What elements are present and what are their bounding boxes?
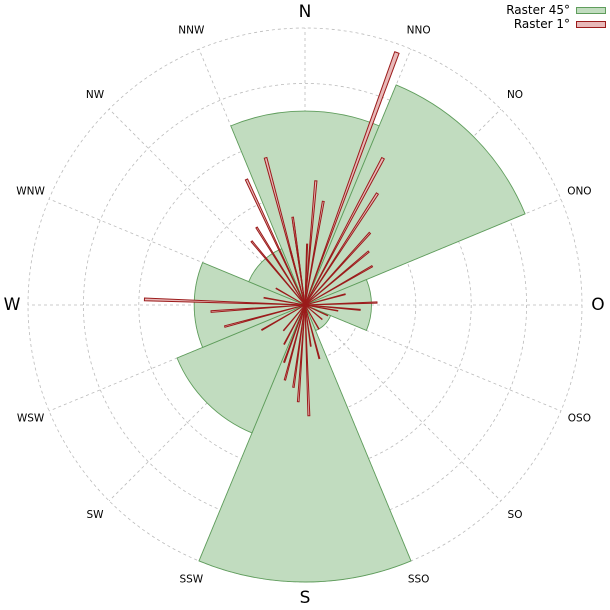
rose-bin-1 [304, 180, 318, 306]
legend-item-raster-1: Raster 1° [506, 17, 606, 31]
rose-bin-1 [289, 250, 306, 306]
grid-spoke [304, 304, 562, 412]
rose-bin-1 [263, 296, 306, 306]
rose-bin-1 [304, 304, 311, 417]
rose-bin-1 [296, 304, 306, 403]
rose-bin-1 [292, 304, 306, 388]
legend-label: Raster 45° [506, 3, 570, 17]
rose-bin-1 [283, 304, 306, 364]
rose-bin-45 [248, 248, 306, 306]
direction-label: NNO [407, 25, 431, 37]
direction-label: SW [86, 509, 104, 521]
rose-bin-1 [304, 192, 380, 306]
rose-bin-1 [304, 51, 400, 306]
rose-bin-1 [283, 304, 306, 381]
rose-bin-1 [304, 304, 329, 317]
direction-label: S [300, 588, 311, 608]
legend-label: Raster 1° [513, 17, 570, 31]
rose-bin-1 [304, 200, 325, 306]
rose-bin-1 [304, 304, 321, 360]
direction-label: WSW [17, 413, 45, 425]
rose-bin-1 [260, 304, 306, 331]
grid-spoke [48, 198, 306, 306]
rose-bin-1 [304, 264, 374, 306]
rose-bin-45 [198, 303, 412, 583]
direction-label: NO [507, 89, 523, 101]
rose-bin-1 [255, 226, 306, 306]
rose-bin-1 [304, 304, 312, 347]
legend-item-raster-45: Raster 45° [506, 3, 606, 17]
legend-swatch [576, 20, 606, 28]
direction-label: WNW [16, 185, 45, 197]
direction-label: NNW [178, 25, 205, 37]
rose-bin-1 [304, 301, 378, 306]
rose-bin-1 [304, 293, 346, 306]
grid-ring [82, 82, 528, 528]
rose-bin-45 [176, 304, 306, 434]
rose-bin-1 [304, 304, 320, 330]
rose-bin-45 [303, 278, 372, 332]
direction-label: N [299, 2, 312, 22]
rose-bin-45 [193, 262, 307, 348]
direction-label: ONO [567, 185, 591, 197]
rose-bin-1 [304, 156, 385, 306]
rose-bin-1 [275, 287, 306, 306]
direction-labels: N NNO NO ONO O OSO SO SSO S SSW SW WSW W WNW NW NNW [4, 2, 605, 608]
direction-label: NW [86, 89, 105, 101]
direction-label: OSO [568, 413, 591, 425]
rose-bin-1 [210, 304, 306, 313]
rose-bin-1 [304, 231, 372, 306]
series-raster-1 [143, 51, 400, 417]
rose-bin-1 [143, 297, 306, 306]
rose-bin-1 [304, 250, 370, 306]
grid-spoke [304, 304, 502, 502]
direction-label: SSO [408, 573, 430, 585]
direction-label: W [4, 295, 21, 315]
rose-bin-1 [250, 240, 306, 306]
legend: Raster 45° Raster 1° [506, 3, 606, 31]
rose-bin-1 [304, 304, 361, 311]
rose-bin-45 [304, 84, 526, 306]
rose-bin-1 [291, 216, 306, 306]
series-raster-45 [176, 84, 526, 583]
rose-bin-1 [283, 304, 306, 345]
direction-label: O [591, 295, 604, 315]
direction-label: SSW [179, 573, 203, 585]
rose-bin-1 [304, 304, 339, 312]
rose-bin-1 [244, 178, 306, 306]
rose-bin-1 [304, 304, 323, 321]
legend-swatch [576, 6, 606, 14]
grid-spoke [108, 108, 306, 306]
direction-label: SO [508, 509, 523, 521]
rose-bin-1 [304, 243, 309, 306]
rose-bin-1 [223, 304, 306, 328]
rose-bin-1 [282, 304, 306, 332]
